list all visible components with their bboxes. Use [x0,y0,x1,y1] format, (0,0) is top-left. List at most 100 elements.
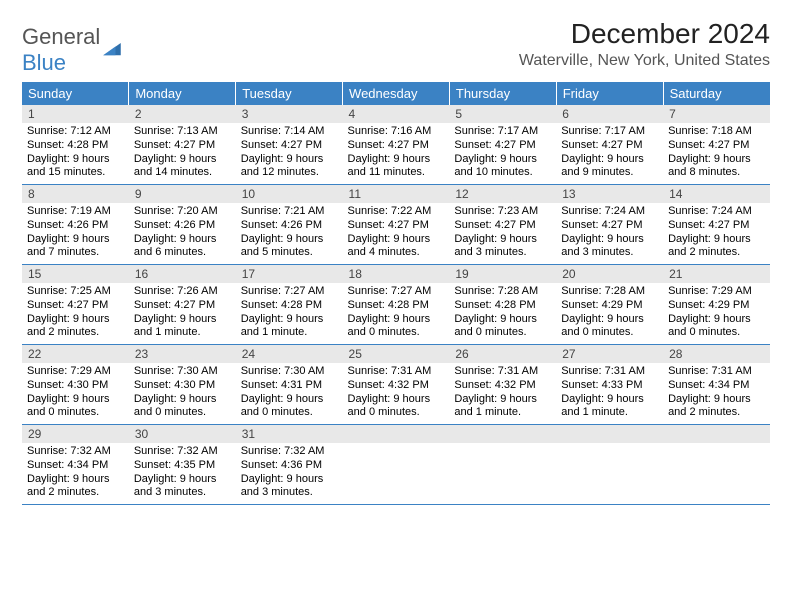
day-body: Sunrise: 7:30 AMSunset: 4:31 PMDaylight:… [236,363,343,424]
day-line: Daylight: 9 hours [348,313,445,327]
calendar-cell: 15Sunrise: 7:25 AMSunset: 4:27 PMDayligh… [22,265,129,345]
day-line: Daylight: 9 hours [134,233,231,247]
day-line: Daylight: 9 hours [561,153,658,167]
day-line: Sunrise: 7:24 AM [668,205,765,219]
day-line: and 2 minutes. [668,406,765,420]
day-body: Sunrise: 7:27 AMSunset: 4:28 PMDaylight:… [236,283,343,344]
day-header: Sunday [22,82,129,105]
calendar-cell [449,425,556,505]
day-number: 13 [556,185,663,203]
day-line: Daylight: 9 hours [454,313,551,327]
day-line: Daylight: 9 hours [348,233,445,247]
day-line: and 2 minutes. [27,486,124,500]
day-line: and 15 minutes. [27,166,124,180]
calendar-cell: 20Sunrise: 7:28 AMSunset: 4:29 PMDayligh… [556,265,663,345]
day-line: Sunset: 4:28 PM [241,299,338,313]
empty-day [449,425,556,443]
day-line: and 12 minutes. [241,166,338,180]
day-number: 1 [22,105,129,123]
day-number: 23 [129,345,236,363]
day-line: and 10 minutes. [454,166,551,180]
day-line: Daylight: 9 hours [454,233,551,247]
calendar-cell: 23Sunrise: 7:30 AMSunset: 4:30 PMDayligh… [129,345,236,425]
day-line: Sunset: 4:27 PM [454,139,551,153]
calendar-cell [663,425,770,505]
day-line: and 0 minutes. [348,406,445,420]
day-body: Sunrise: 7:16 AMSunset: 4:27 PMDaylight:… [343,123,450,184]
day-header: Friday [556,82,663,105]
day-line: and 0 minutes. [668,326,765,340]
triangle-icon [103,43,121,57]
day-line: Sunset: 4:26 PM [27,219,124,233]
day-number: 31 [236,425,343,443]
day-line: Sunset: 4:27 PM [668,219,765,233]
day-line: Daylight: 9 hours [668,313,765,327]
day-number: 17 [236,265,343,283]
day-line: and 7 minutes. [27,246,124,260]
day-line: Sunrise: 7:31 AM [454,365,551,379]
day-line: Sunrise: 7:28 AM [561,285,658,299]
day-line: Sunset: 4:27 PM [134,139,231,153]
calendar-cell: 28Sunrise: 7:31 AMSunset: 4:34 PMDayligh… [663,345,770,425]
calendar-cell: 24Sunrise: 7:30 AMSunset: 4:31 PMDayligh… [236,345,343,425]
day-line: Sunset: 4:26 PM [241,219,338,233]
day-line: Daylight: 9 hours [27,233,124,247]
day-number: 7 [663,105,770,123]
day-line: Sunset: 4:28 PM [454,299,551,313]
day-line: Sunset: 4:32 PM [348,379,445,393]
day-line: Sunrise: 7:28 AM [454,285,551,299]
day-line: and 0 minutes. [561,326,658,340]
day-number: 8 [22,185,129,203]
day-header: Tuesday [236,82,343,105]
day-number: 15 [22,265,129,283]
day-line: Daylight: 9 hours [241,233,338,247]
day-line: Sunrise: 7:17 AM [561,125,658,139]
day-header: Thursday [449,82,556,105]
day-line: and 1 minute. [454,406,551,420]
day-line: Daylight: 9 hours [668,153,765,167]
calendar-body: 1Sunrise: 7:12 AMSunset: 4:28 PMDaylight… [22,105,770,505]
day-body: Sunrise: 7:24 AMSunset: 4:27 PMDaylight:… [556,203,663,264]
calendar-cell: 11Sunrise: 7:22 AMSunset: 4:27 PMDayligh… [343,185,450,265]
day-line: Daylight: 9 hours [241,313,338,327]
day-line: Daylight: 9 hours [668,233,765,247]
day-body: Sunrise: 7:31 AMSunset: 4:33 PMDaylight:… [556,363,663,424]
day-line: Daylight: 9 hours [241,473,338,487]
calendar-row: 1Sunrise: 7:12 AMSunset: 4:28 PMDaylight… [22,105,770,185]
calendar-cell [343,425,450,505]
day-body: Sunrise: 7:31 AMSunset: 4:34 PMDaylight:… [663,363,770,424]
calendar-cell: 10Sunrise: 7:21 AMSunset: 4:26 PMDayligh… [236,185,343,265]
day-number: 27 [556,345,663,363]
day-number: 24 [236,345,343,363]
day-line: and 0 minutes. [348,326,445,340]
day-number: 5 [449,105,556,123]
day-line: Sunrise: 7:26 AM [134,285,231,299]
calendar-cell: 4Sunrise: 7:16 AMSunset: 4:27 PMDaylight… [343,105,450,185]
day-line: and 11 minutes. [348,166,445,180]
day-line: Daylight: 9 hours [561,313,658,327]
empty-day [663,425,770,443]
calendar-cell: 2Sunrise: 7:13 AMSunset: 4:27 PMDaylight… [129,105,236,185]
day-line: Sunset: 4:34 PM [668,379,765,393]
month-title: December 2024 [519,18,770,50]
day-line: Daylight: 9 hours [241,153,338,167]
day-number: 9 [129,185,236,203]
day-line: Sunset: 4:35 PM [134,459,231,473]
day-line: and 14 minutes. [134,166,231,180]
day-line: Sunrise: 7:17 AM [454,125,551,139]
day-header: Wednesday [343,82,450,105]
day-body: Sunrise: 7:32 AMSunset: 4:34 PMDaylight:… [22,443,129,504]
day-number: 14 [663,185,770,203]
day-number: 11 [343,185,450,203]
day-body: Sunrise: 7:31 AMSunset: 4:32 PMDaylight:… [449,363,556,424]
day-number: 22 [22,345,129,363]
calendar-row: 29Sunrise: 7:32 AMSunset: 4:34 PMDayligh… [22,425,770,505]
day-body: Sunrise: 7:14 AMSunset: 4:27 PMDaylight:… [236,123,343,184]
day-line: Sunrise: 7:30 AM [241,365,338,379]
calendar-cell: 22Sunrise: 7:29 AMSunset: 4:30 PMDayligh… [22,345,129,425]
location-label: Waterville, New York, United States [519,52,770,70]
day-line: Sunset: 4:28 PM [27,139,124,153]
calendar-cell: 25Sunrise: 7:31 AMSunset: 4:32 PMDayligh… [343,345,450,425]
calendar-cell: 8Sunrise: 7:19 AMSunset: 4:26 PMDaylight… [22,185,129,265]
day-line: Sunset: 4:30 PM [27,379,124,393]
